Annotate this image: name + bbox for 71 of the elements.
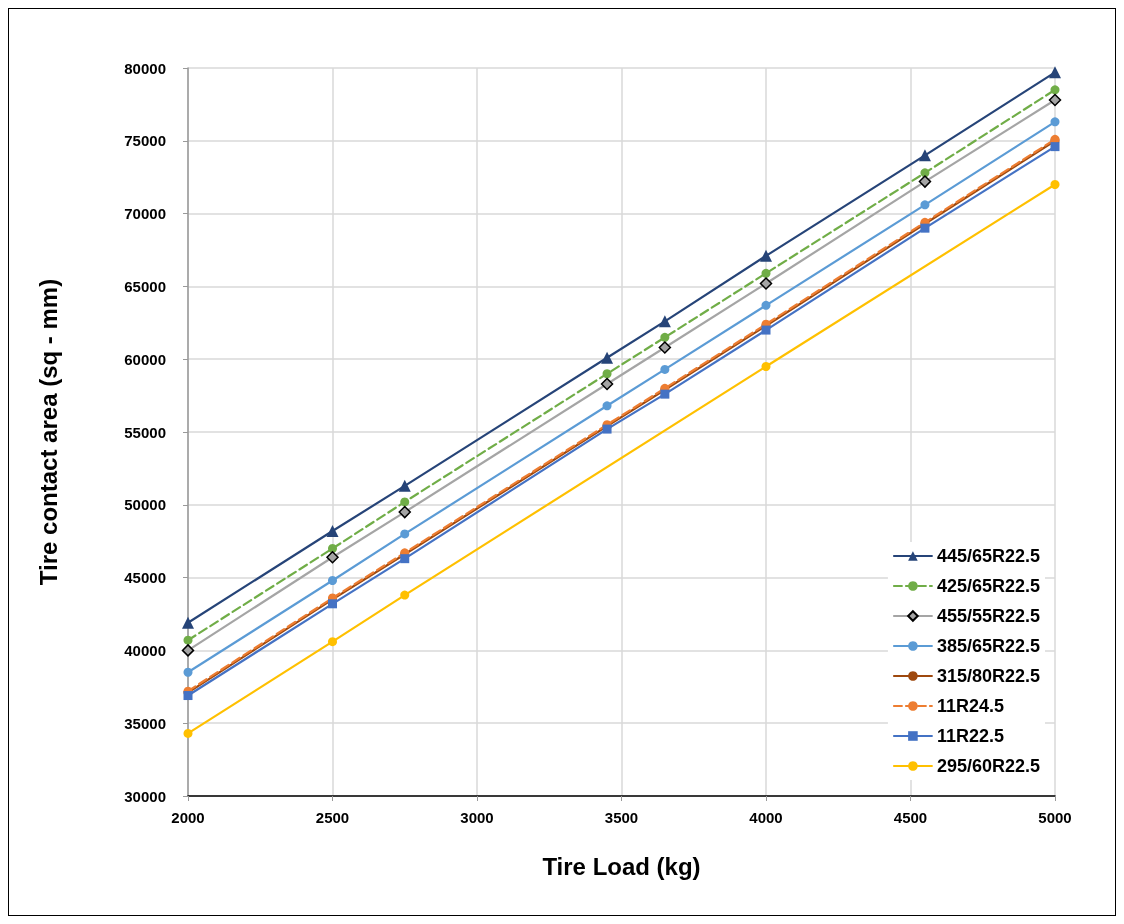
point [328, 576, 337, 586]
point [601, 351, 614, 364]
legend-label: 315/80R22.5 [936, 666, 1041, 686]
x-axis-title: Tire Load (kg) [542, 852, 701, 880]
y-tick-label: 55000 [124, 423, 166, 441]
point [398, 479, 411, 492]
y-axis-title: Tire contact area (sq - mm) [34, 278, 62, 586]
point [761, 325, 771, 335]
point [660, 332, 670, 342]
point [600, 377, 614, 391]
point [920, 223, 930, 233]
x-tick-label: 2500 [315, 809, 350, 826]
legend-label: 11R24.5 [936, 696, 1004, 716]
point [602, 401, 612, 411]
legend-label: 295/60R22.5 [936, 756, 1041, 776]
x-tick-label: 4000 [749, 809, 783, 826]
point [400, 497, 410, 507]
point [658, 315, 671, 328]
point [398, 505, 411, 519]
point [1050, 117, 1060, 127]
point [920, 200, 930, 210]
x-tick-label: 3500 [604, 809, 639, 826]
y-tick-label: 30000 [124, 787, 166, 805]
x-tick-label: 4500 [893, 809, 928, 826]
point [660, 389, 670, 399]
point [761, 361, 771, 371]
point [326, 525, 339, 538]
y-tick-label: 40000 [124, 641, 166, 659]
point [182, 616, 194, 629]
y-tick-label: 45000 [124, 569, 166, 587]
y-tick-label: 60000 [124, 350, 166, 368]
point [761, 268, 771, 278]
legend-label: 11R22.5 [936, 726, 1004, 746]
legend-label: 385/65R22.5 [936, 636, 1041, 656]
point [400, 529, 410, 539]
x-tick-label: 2000 [171, 809, 205, 826]
point [1049, 66, 1061, 79]
y-tick-label: 75000 [124, 132, 166, 150]
y-tick-label: 80000 [124, 59, 166, 77]
legend-label: 425/65R22.5 [936, 576, 1041, 596]
point [918, 149, 931, 162]
point [1050, 179, 1060, 189]
point [761, 300, 771, 310]
point [328, 543, 337, 553]
legend-label: 445/65R22.5 [936, 546, 1041, 566]
point [1050, 142, 1060, 152]
point [183, 635, 193, 645]
point [920, 168, 930, 178]
x-tick-label: 5000 [1038, 809, 1072, 826]
y-tick-label: 35000 [124, 714, 166, 732]
point [759, 277, 773, 290]
point [400, 554, 410, 564]
point [181, 644, 195, 657]
point [660, 364, 670, 374]
point [760, 249, 772, 262]
point [183, 728, 193, 738]
point [918, 175, 932, 188]
point [400, 590, 410, 600]
y-tick-label: 50000 [124, 496, 166, 514]
point [328, 637, 337, 647]
point [1050, 85, 1060, 95]
point [602, 369, 612, 379]
x-tick-label: 3000 [460, 809, 494, 826]
point [326, 550, 339, 564]
legend-label: 455/55R22.5 [936, 606, 1041, 626]
point [1048, 93, 1062, 107]
y-tick-label: 65000 [124, 277, 166, 295]
point [328, 599, 337, 609]
point [658, 341, 672, 354]
point [183, 667, 193, 677]
y-tick-label: 70000 [124, 205, 166, 223]
